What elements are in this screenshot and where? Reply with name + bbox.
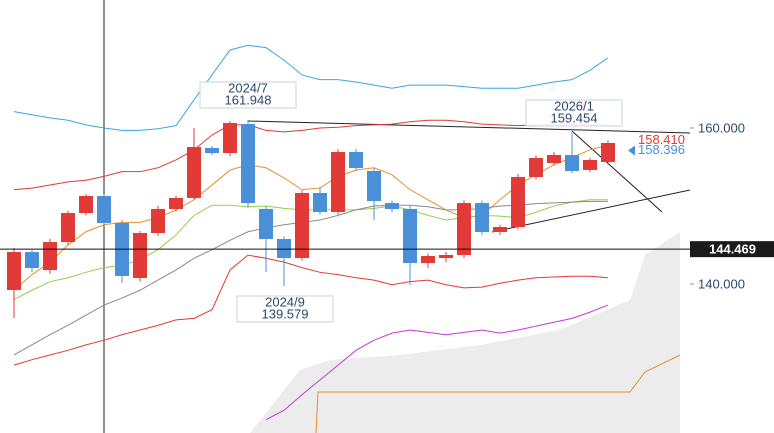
annotation-value: 139.579 [262, 306, 309, 321]
indicator-line [13, 119, 608, 191]
last-price-box [690, 241, 774, 258]
annotation-value: 161.948 [225, 92, 272, 107]
candle-body [601, 142, 615, 163]
candle-body [79, 196, 93, 214]
candle-body [493, 226, 507, 232]
candle-body [331, 152, 345, 213]
price-marker [628, 145, 635, 156]
candle-body [349, 152, 363, 169]
candle-body [43, 242, 57, 271]
candle-body [151, 208, 165, 233]
candle-body [169, 197, 183, 209]
candle-body [205, 147, 219, 154]
annotation-date: 2026/1 [554, 98, 594, 113]
cloud-area [250, 232, 680, 433]
candle-body [511, 176, 525, 227]
candle-body [7, 252, 21, 291]
annotation-box [236, 295, 334, 323]
candle-body [61, 213, 75, 243]
candle-body [529, 158, 543, 177]
candle-body [403, 208, 417, 264]
candle-body [565, 154, 579, 171]
price-label: 158.410 [638, 132, 685, 147]
candle-body [259, 208, 273, 240]
candle-body [439, 254, 453, 259]
indicator-line [13, 144, 609, 291]
candle-body [25, 252, 39, 269]
candle-body [367, 170, 381, 202]
indicator-line [265, 304, 609, 421]
indicator-line [13, 200, 608, 356]
indicator-lines [13, 44, 609, 421]
trend-line [571, 130, 663, 213]
annotation-box [525, 99, 623, 127]
candle-body [457, 203, 471, 255]
candle-body [97, 196, 111, 224]
indicator-line [13, 254, 609, 366]
price-label: 158.396 [638, 142, 685, 157]
candle-body [241, 124, 255, 204]
candle-body [547, 154, 561, 164]
candle-body [295, 192, 309, 259]
candle-body [223, 123, 237, 154]
candle-body [313, 192, 327, 213]
y-tick-label: 140.000 [698, 276, 745, 291]
annotation-date: 2024/7 [228, 80, 268, 95]
annotation-box [199, 81, 297, 109]
trend-line [247, 120, 691, 134]
annotation-date: 2024/9 [265, 294, 305, 309]
annotation-value: 159.454 [551, 110, 598, 125]
candle-body [475, 203, 489, 232]
candle-body [385, 203, 399, 209]
candles [7, 119, 615, 319]
indicator-line [13, 44, 609, 131]
span-line [315, 354, 681, 433]
candle-body [133, 232, 147, 279]
candle-body [421, 256, 435, 264]
candle-body [583, 159, 597, 170]
y-tick-label: 160.000 [698, 120, 745, 135]
last-price-label: 144.469 [709, 242, 756, 257]
candle-body [187, 147, 201, 198]
indicator-line [13, 199, 608, 301]
candle-body [277, 239, 291, 259]
